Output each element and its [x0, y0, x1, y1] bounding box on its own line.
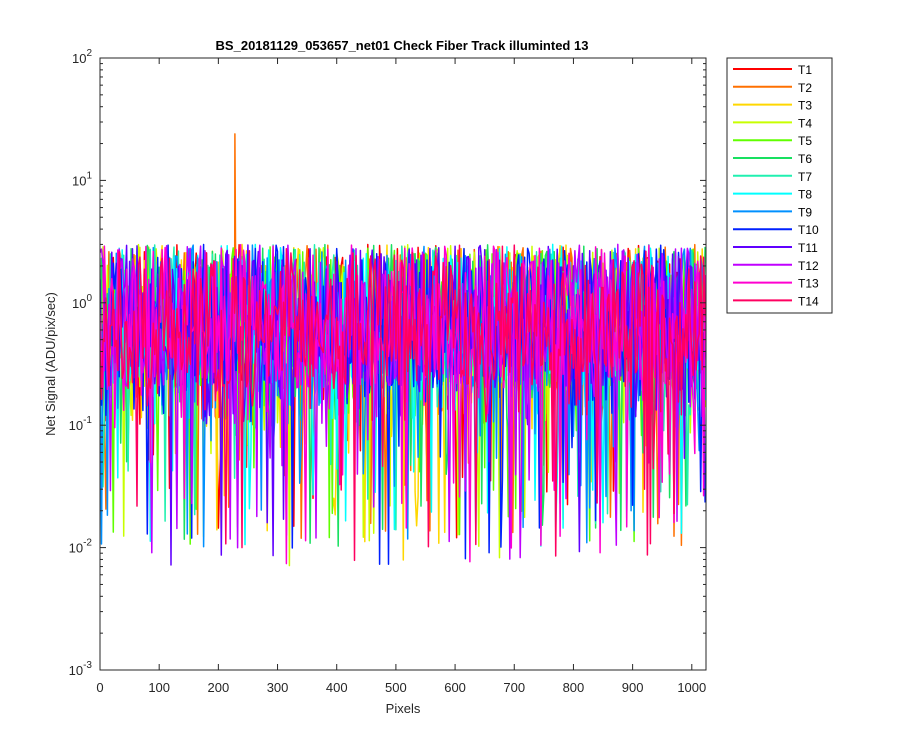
y-tick-exponent: 2 [86, 48, 92, 59]
series-line-t14 [100, 244, 706, 562]
legend-label-t5: T5 [798, 134, 812, 148]
y-tick-exponent: -3 [83, 660, 92, 671]
legend-label-t2: T2 [798, 81, 812, 95]
x-tick-label: 300 [267, 680, 289, 695]
chart-title: BS_20181129_053657_net01 Check Fiber Tra… [216, 38, 589, 53]
legend-items: T1 T2 T3 T4 T5 T6 T7 T8 T9 T10 T11 T12 T13 T14 [733, 63, 819, 308]
x-tick-label: 800 [563, 680, 585, 695]
series-layer [100, 133, 706, 567]
legend-label-t14: T14 [798, 294, 819, 308]
y-tick-exponent: 1 [86, 170, 92, 181]
x-tick-label: 0 [96, 680, 103, 695]
y-tick-exponent: -2 [83, 538, 92, 549]
legend-box [726, 57, 833, 314]
x-axis: 0 100 200 300 400 500 600 700 800 900 1000 [96, 58, 706, 695]
legend-label-t11: T11 [798, 241, 818, 255]
plot-frame [99, 57, 707, 671]
x-tick-label: 400 [326, 680, 348, 695]
y-tick-label: 10-2 [69, 538, 93, 556]
y-tick-exponent: -1 [83, 415, 92, 426]
x-tick-label: 1000 [677, 680, 706, 695]
y-tick-base: 10 [72, 51, 86, 66]
y-tick-base: 10 [69, 541, 83, 556]
legend-label-t12: T12 [798, 259, 819, 273]
legend-label-t7: T7 [798, 170, 812, 184]
y-tick-base: 10 [69, 418, 83, 433]
y-tick-label: 102 [72, 48, 92, 66]
x-tick-label: 200 [208, 680, 230, 695]
y-tick-label: 100 [72, 293, 92, 311]
x-tick-label: 500 [385, 680, 407, 695]
legend: T1 T2 T3 T4 T5 T6 T7 T8 T9 T10 T11 T12 T13 T14 [726, 57, 833, 314]
plot-area: 0 100 200 300 400 500 600 700 800 900 1000 10-310-… [69, 48, 707, 695]
legend-label-t4: T4 [798, 116, 812, 130]
y-tick-base: 10 [72, 296, 86, 311]
x-tick-label: 700 [503, 680, 525, 695]
legend-label-t6: T6 [798, 152, 812, 166]
x-tick-label: 100 [148, 680, 170, 695]
y-tick-label: 10-3 [69, 660, 93, 678]
legend-label-t9: T9 [798, 205, 812, 219]
legend-label-t10: T10 [798, 223, 819, 237]
y-tick-base: 10 [69, 663, 83, 678]
legend-label-t1: T1 [798, 63, 812, 77]
legend-label-t13: T13 [798, 277, 819, 291]
y-tick-exponent: 0 [86, 293, 92, 304]
x-axis-label: Pixels [386, 701, 421, 716]
legend-label-t3: T3 [798, 99, 812, 113]
y-axis-label: Net Signal (ADU/pix/sec) [43, 292, 58, 436]
y-tick-label: 101 [72, 170, 92, 188]
y-tick-label: 10-1 [69, 415, 93, 433]
x-tick-label: 600 [444, 680, 466, 695]
x-tick-label: 900 [622, 680, 644, 695]
legend-label-t8: T8 [798, 188, 812, 202]
series-line-t13 [100, 244, 706, 565]
y-tick-base: 10 [72, 173, 86, 188]
